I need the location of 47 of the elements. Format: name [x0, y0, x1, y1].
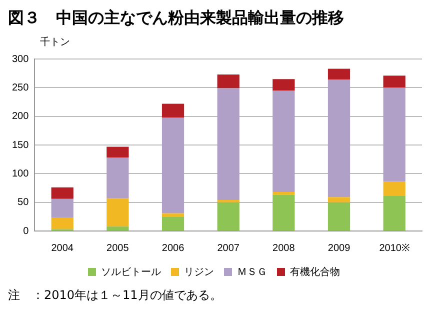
- y-tick-label: 300: [12, 54, 30, 65]
- y-tick-label: 250: [12, 82, 30, 94]
- bar: [328, 197, 350, 202]
- bar: [328, 80, 350, 198]
- y-tick-label: 200: [12, 111, 30, 122]
- chart-title: 図３ 中国の主なでん粉由来製品輸出量の推移: [8, 8, 345, 29]
- bar: [383, 182, 406, 196]
- bar: [383, 196, 406, 230]
- bar: [51, 218, 74, 230]
- bar: [383, 88, 406, 182]
- bar: [217, 202, 240, 230]
- bar: [272, 194, 295, 230]
- x-tick-label: 2006: [162, 242, 185, 254]
- bar: [106, 158, 129, 198]
- bar: [162, 117, 184, 214]
- legend-label: ＭＳＧ: [237, 266, 267, 278]
- bar: [106, 226, 129, 230]
- x-tick-label: 2010※: [379, 242, 410, 254]
- bar: [328, 68, 350, 80]
- bar: [162, 213, 184, 217]
- x-tick-label: 2005: [106, 242, 130, 254]
- legend-label: リジン: [184, 266, 214, 278]
- bar: [106, 146, 129, 158]
- bar: [217, 74, 240, 88]
- y-tick-label: 0: [23, 226, 30, 237]
- text: 注 ：2010年は１～11月の値である。: [8, 287, 223, 304]
- y-tick-label: 100: [12, 168, 30, 180]
- legend-label: 有機化合物: [290, 266, 340, 278]
- x-tick-label: 2008: [272, 242, 296, 254]
- bar: [272, 192, 295, 195]
- bar: [272, 79, 295, 91]
- bar: [51, 187, 74, 199]
- x-tick-label: 2009: [328, 242, 351, 254]
- bar: [106, 198, 129, 226]
- x-tick-label: 2004: [51, 242, 74, 254]
- y-tick-label: 50: [18, 197, 30, 208]
- x-tick-label: 2007: [217, 242, 240, 254]
- bar: [328, 202, 350, 230]
- legend-label: ソルビトール: [101, 266, 161, 278]
- bar: [51, 198, 74, 218]
- bar: [383, 76, 406, 88]
- bar: [217, 88, 240, 200]
- bar: [162, 216, 184, 230]
- bar: [272, 90, 295, 192]
- y-tick-label: 150: [12, 140, 30, 151]
- bar: [162, 104, 184, 118]
- y-axis-title: 千トン: [40, 36, 71, 48]
